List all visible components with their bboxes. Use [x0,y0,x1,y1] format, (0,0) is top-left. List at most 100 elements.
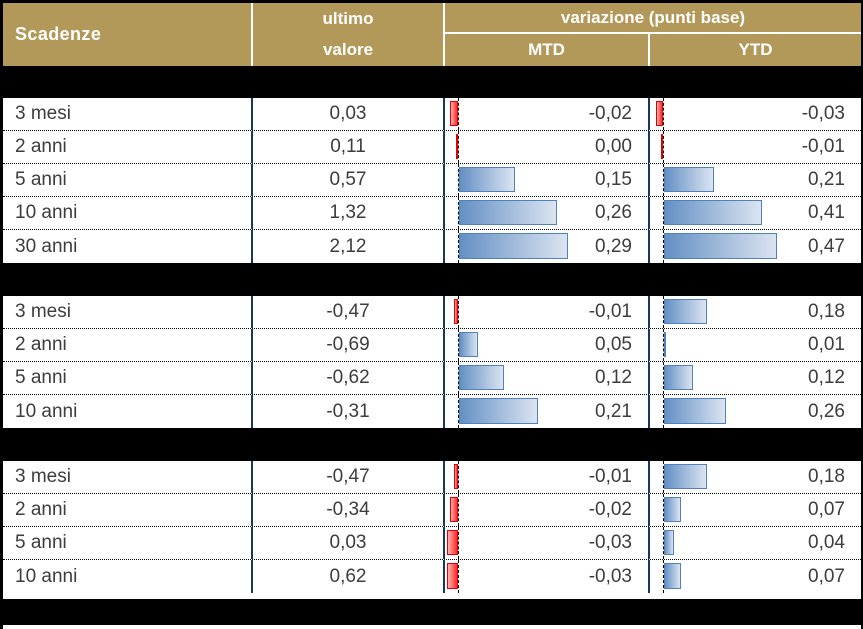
maturity-label: 5 anni [15,169,67,190]
maturity-label: 3 mesi [15,301,71,322]
zero-axis-line [663,527,664,559]
section-divider-bar [3,263,861,296]
ytd-data-bar-positive [664,332,666,357]
bottom-bar [3,599,861,625]
mtd-data-bar-negative [447,530,458,555]
zero-axis-line [458,230,459,263]
zero-axis-line [458,395,459,428]
last-value-cell: -0,69 [253,329,445,361]
ytd-data-bar-negative [656,101,663,126]
header-cell-ultimo-valore: ultimo valore [253,3,445,66]
zero-axis-line [663,98,664,130]
table-row: 10 anni 0,62 -0,03 0,07 [3,560,861,593]
ytd-data-bar-positive [664,464,707,489]
ytd-value: 0,07 [808,565,845,587]
ytd-value: 0,18 [808,301,845,322]
maturity-cell: 5 anni [3,362,253,394]
maturity-label: 5 anni [15,532,67,553]
mtd-bar-cell: 0,26 [445,197,650,229]
maturity-label: 2 anni [15,136,67,157]
mtd-bar-cell: 0,29 [445,230,650,263]
zero-axis-line [663,197,664,229]
maturity-cell: 10 anni [3,197,253,229]
zero-axis-line [663,296,664,328]
ytd-bar-cell: 0,12 [650,362,861,394]
ytd-bar-cell: 0,18 [650,296,861,328]
maturity-cell: 10 anni [3,560,253,593]
last-value-cell: -0,47 [253,296,445,328]
ytd-value: 0,01 [808,334,845,355]
mtd-value: -0,02 [588,103,632,124]
table-row: 5 anni 0,57 0,15 0,21 [3,164,861,197]
mtd-value: -0,01 [588,466,632,487]
mtd-data-bar-positive [459,332,478,357]
header-valore-label: valore [322,40,374,59]
mtd-data-bar-negative [450,101,458,126]
mtd-data-bar-negative [454,464,458,489]
zero-axis-line [458,560,459,593]
mtd-bar-cell: -0,01 [445,296,650,328]
maturity-label: 3 mesi [15,466,71,487]
table-row: 10 anni -0,31 0,21 0,26 [3,395,861,428]
mtd-bar-cell: 0,21 [445,395,650,428]
ytd-value: 0,21 [808,169,845,190]
zero-axis-line [458,296,459,328]
last-value: -0,31 [326,400,370,422]
ytd-bar-cell: 0,07 [650,560,861,593]
mtd-bar-cell: 0,00 [445,131,650,163]
zero-axis-line [458,329,459,361]
zero-axis-line [663,461,664,493]
last-value: 1,32 [329,202,367,223]
ytd-value: 0,12 [808,367,845,388]
table-header: Scadenze ultimo valore variazione (punti… [3,3,861,66]
section-2-rows: 3 mesi -0,47 -0,01 0,18 2 anni -0,69 0,05 0,01 5… [3,296,861,428]
table-row: 10 anni 1,32 0,26 0,41 [3,197,861,230]
mtd-bar-cell: -0,03 [445,560,650,593]
last-value: -0,69 [326,334,370,355]
mtd-data-bar-positive [459,365,504,390]
last-value-cell: 0,11 [253,131,445,163]
last-value-cell: 1,32 [253,197,445,229]
mtd-value: 0,26 [595,202,632,223]
ytd-bar-cell: -0,03 [650,98,861,130]
last-value-cell: 0,57 [253,164,445,196]
mtd-data-bar-positive [459,167,515,192]
zero-axis-line [458,461,459,493]
mtd-bar-cell: -0,03 [445,527,650,559]
ytd-data-bar-positive [664,365,693,390]
mtd-bar-cell: 0,15 [445,164,650,196]
ytd-bar-cell: -0,01 [650,131,861,163]
ytd-value: -0,01 [801,136,845,157]
mtd-value: 0,29 [595,235,632,257]
table-row: 5 anni -0,62 0,12 0,12 [3,362,861,395]
ytd-bar-cell: 0,47 [650,230,861,263]
table-row: 2 anni -0,34 -0,02 0,07 [3,494,861,527]
table-row: 2 anni -0,69 0,05 0,01 [3,329,861,362]
last-value-cell: 0,03 [253,527,445,559]
last-value: 0,03 [329,532,367,553]
zero-axis-line [663,329,664,361]
ytd-bar-cell: 0,04 [650,527,861,559]
mtd-bar-cell: -0,02 [445,98,650,130]
ytd-data-bar-positive [664,299,707,324]
section-3-rows: 3 mesi -0,47 -0,01 0,18 2 anni -0,34 -0,02 0,07… [3,461,861,593]
maturity-cell: 2 anni [3,131,253,163]
last-value-cell: -0,34 [253,494,445,526]
zero-axis-line [663,494,664,526]
mtd-bar-cell: -0,01 [445,461,650,493]
maturity-cell: 3 mesi [3,296,253,328]
mtd-data-bar-negative [456,134,458,159]
ytd-data-bar-positive [664,167,714,192]
mtd-value: -0,03 [588,532,632,553]
mtd-data-bar-negative [450,497,458,522]
maturity-label: 5 anni [15,367,67,388]
last-value: 0,62 [329,565,367,587]
ytd-value: 0,26 [808,400,845,422]
last-value: -0,34 [326,499,370,520]
table-row: 3 mesi -0,47 -0,01 0,18 [3,461,861,494]
last-value-cell: 0,62 [253,560,445,593]
ytd-bar-cell: 0,41 [650,197,861,229]
last-value: 0,03 [329,103,367,124]
zero-axis-line [458,164,459,196]
